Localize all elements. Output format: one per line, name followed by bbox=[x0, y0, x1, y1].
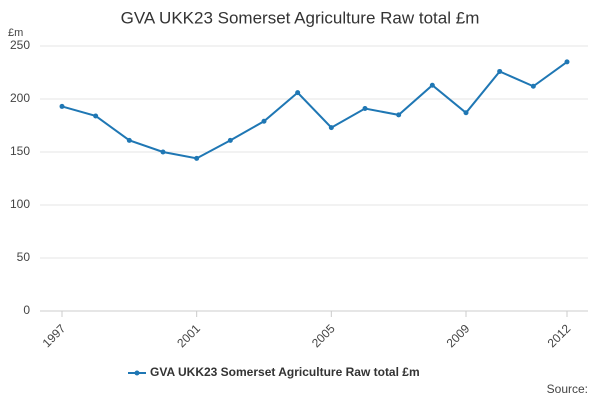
data-point bbox=[227, 137, 233, 143]
x-tick-label: 2009 bbox=[444, 321, 473, 350]
y-tick-label: 0 bbox=[23, 303, 30, 317]
data-point bbox=[59, 103, 65, 109]
data-point bbox=[194, 155, 200, 161]
x-tick-label: 2005 bbox=[309, 321, 338, 350]
data-point bbox=[362, 106, 368, 112]
legend-marker bbox=[134, 370, 140, 376]
chart-title: GVA UKK23 Somerset Agriculture Raw total… bbox=[121, 8, 480, 27]
source-label: Source: bbox=[547, 382, 588, 396]
data-point bbox=[160, 149, 166, 155]
data-point bbox=[463, 110, 469, 116]
y-tick-label: 150 bbox=[10, 144, 30, 158]
data-point bbox=[564, 59, 570, 65]
data-point bbox=[497, 68, 503, 74]
data-line bbox=[61, 61, 568, 160]
y-tick-label: 100 bbox=[10, 197, 30, 211]
y-axis-label: £m bbox=[8, 27, 23, 39]
data-point bbox=[93, 113, 99, 119]
y-tick-label: 250 bbox=[10, 38, 30, 52]
data-point bbox=[295, 90, 301, 96]
data-point bbox=[530, 83, 536, 89]
data-point bbox=[126, 137, 132, 143]
x-tick-label: 2012 bbox=[545, 321, 574, 350]
y-tick-label: 50 bbox=[17, 250, 31, 264]
data-point bbox=[429, 82, 435, 88]
data-point bbox=[261, 118, 267, 124]
legend-label: GVA UKK23 Somerset Agriculture Raw total… bbox=[150, 365, 420, 379]
x-tick-label: 1997 bbox=[40, 321, 69, 350]
data-point bbox=[396, 112, 402, 118]
data-point bbox=[328, 125, 334, 131]
x-tick-label: 2001 bbox=[174, 321, 203, 350]
y-tick-label: 200 bbox=[10, 91, 30, 105]
